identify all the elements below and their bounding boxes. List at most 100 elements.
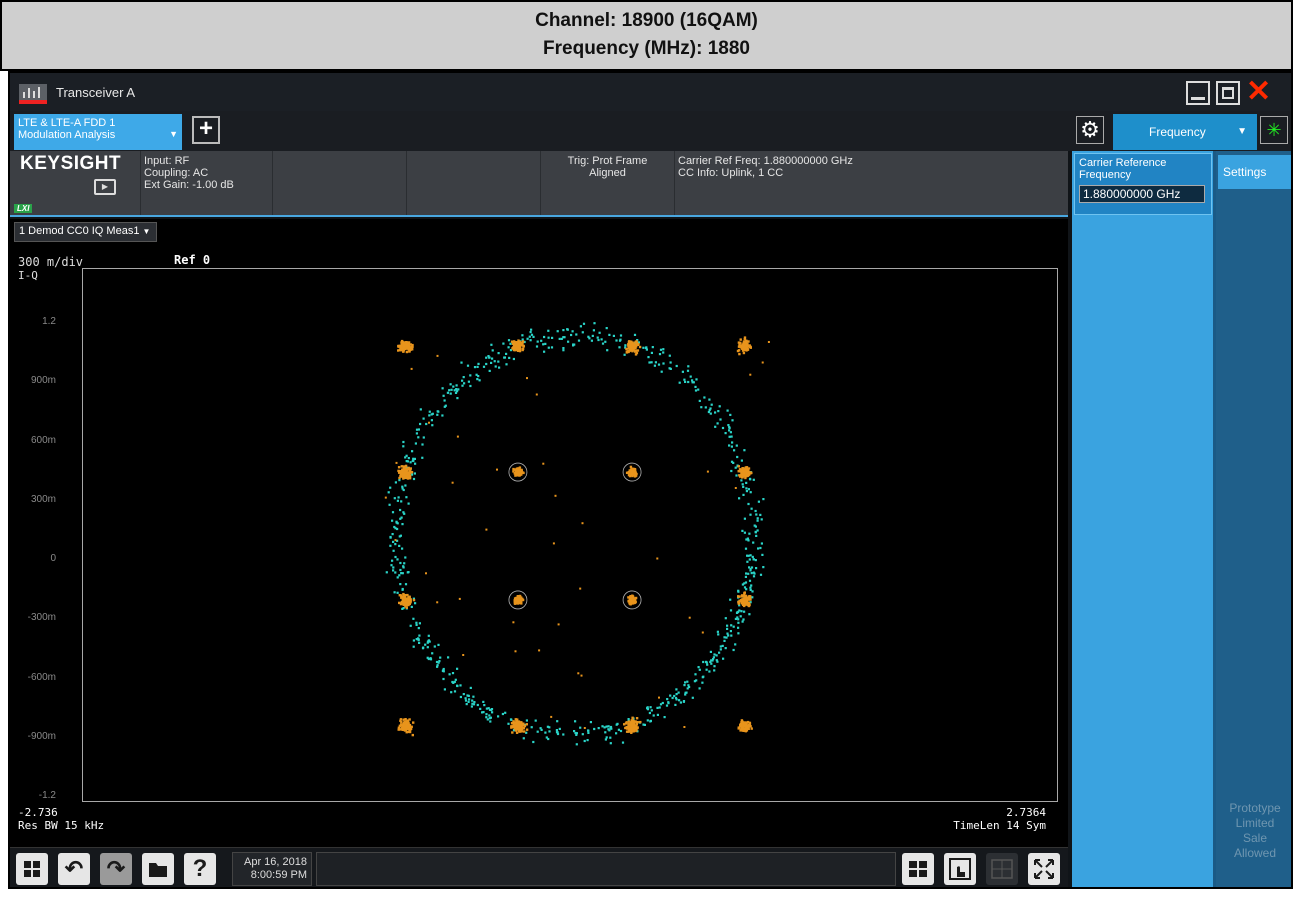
ring-sample-point	[748, 579, 752, 582]
constellation-point	[739, 341, 742, 345]
info-cell-blank-1[interactable]	[272, 151, 406, 215]
constellation-point	[636, 349, 640, 352]
undo-icon[interactable]: ↶	[58, 853, 90, 885]
constellation-point	[406, 719, 409, 722]
ring-sample-point	[691, 696, 694, 699]
ring-sample-point	[650, 709, 653, 712]
constellation-point	[408, 348, 412, 351]
constellation-point	[742, 340, 746, 343]
ring-sample-point	[710, 662, 713, 665]
ring-sample-point	[489, 720, 492, 723]
ring-sample-point	[752, 541, 755, 544]
split-view-icon[interactable]	[986, 853, 1018, 885]
ring-sample-point	[618, 346, 621, 349]
scale-per-div[interactable]: 300 m/div	[18, 255, 84, 269]
help-icon[interactable]: ?	[184, 853, 216, 885]
constellation-point	[627, 730, 630, 733]
constellation-point	[634, 345, 638, 348]
ring-sample-point	[547, 329, 550, 332]
trigger-settings[interactable]: Trig: Prot Frame Aligned	[540, 151, 674, 215]
ring-sample-point	[644, 346, 648, 350]
ring-sample-point	[724, 617, 727, 620]
ring-sample-point	[751, 590, 754, 593]
ring-sample-point	[545, 736, 548, 739]
ring-sample-point	[762, 566, 765, 569]
ring-sample-point	[526, 337, 529, 340]
ring-sample-point	[562, 336, 565, 339]
info-cell-blank-2[interactable]	[406, 151, 540, 215]
close-icon[interactable]: ✕	[1246, 75, 1272, 108]
view-selector[interactable]: 1 Demod CC0 IQ Meas1 ▼	[14, 222, 158, 242]
ring-sample-point	[562, 733, 565, 736]
ring-sample-point	[563, 336, 566, 339]
frequency-menu-button[interactable]: Frequency ▼	[1113, 114, 1257, 150]
tab-settings[interactable]: Settings	[1218, 155, 1291, 189]
constellation-point	[516, 346, 519, 350]
ring-sample-point	[407, 571, 410, 574]
constellation-point	[744, 730, 747, 733]
constellation-point	[522, 345, 525, 348]
constellation-point	[510, 722, 514, 725]
x-axis-max: 2.7364	[1006, 806, 1046, 819]
ring-sample-point	[407, 457, 410, 460]
y-tick-label: 0	[50, 553, 56, 564]
ring-sample-point	[415, 621, 418, 624]
add-screen-button[interactable]: +	[192, 116, 220, 144]
ring-sample-point	[686, 680, 689, 683]
stray-point	[521, 730, 524, 733]
ring-sample-point	[587, 731, 590, 734]
ring-sample-point	[391, 533, 394, 536]
fullscreen-icon[interactable]	[1028, 853, 1060, 885]
carrier-settings[interactable]: Carrier Ref Freq: 1.880000000 GHz CC Inf…	[674, 151, 1068, 215]
redo-icon[interactable]: ↷	[100, 853, 132, 885]
message-bar[interactable]	[316, 852, 896, 886]
ring-sample-point	[391, 559, 394, 562]
ring-sample-point	[508, 356, 511, 359]
ring-sample-point	[437, 643, 440, 646]
tab-measurement[interactable]: LTE & LTE-A FDD 1 Modulation Analysis ▼	[14, 114, 182, 150]
ring-sample-point	[678, 699, 681, 702]
folder-icon[interactable]	[142, 853, 174, 885]
ring-sample-point	[491, 349, 494, 352]
constellation-point	[631, 467, 635, 471]
ring-sample-point	[734, 643, 737, 646]
constellation-point	[407, 722, 410, 725]
ring-sample-point	[740, 610, 743, 613]
ring-sample-point	[407, 502, 410, 505]
stray-point	[395, 461, 398, 464]
touch-icon[interactable]	[944, 853, 976, 885]
ring-sample-point	[460, 361, 463, 364]
ring-sample-point	[422, 436, 425, 439]
iq-constellation-plot[interactable]	[82, 268, 1058, 802]
windows-icon[interactable]	[16, 853, 48, 885]
ring-sample-point	[748, 477, 752, 480]
carrier-ref-freq-field[interactable]: 1.880000000 GHz	[1079, 185, 1205, 203]
constellation-point	[743, 604, 746, 608]
constellation-point	[744, 347, 747, 350]
gear-icon[interactable]: ⚙	[1076, 116, 1104, 144]
ring-sample-point	[674, 696, 678, 700]
ring-sample-point	[494, 365, 497, 368]
input-settings[interactable]: Input: RF Coupling: AC Ext Gain: -1.00 d…	[140, 151, 272, 215]
ring-sample-point	[738, 609, 741, 612]
ref-value[interactable]: Ref 0	[174, 253, 211, 267]
ring-sample-point	[451, 672, 455, 675]
multi-screen-icon[interactable]	[902, 853, 934, 885]
remote-display-icon[interactable]: ▶	[94, 179, 116, 195]
maximize-icon[interactable]	[1216, 81, 1240, 105]
ring-sample-point	[391, 511, 395, 514]
ring-sample-point	[617, 728, 620, 731]
ring-sample-point	[750, 507, 753, 510]
ring-sample-point	[548, 726, 551, 729]
constellation-point	[745, 598, 748, 601]
constellation-point	[401, 472, 405, 475]
ring-sample-point	[691, 381, 694, 384]
ring-sample-point	[570, 333, 573, 337]
carrier-ref-freq-softkey[interactable]: Carrier Reference Frequency 1.880000000 …	[1074, 153, 1212, 215]
ring-sample-point	[714, 425, 717, 428]
minimize-icon[interactable]	[1186, 81, 1210, 105]
ring-sample-point	[669, 361, 672, 364]
ring-sample-point	[462, 376, 465, 379]
ring-sample-point	[414, 602, 417, 605]
ring-sample-point	[503, 356, 506, 359]
